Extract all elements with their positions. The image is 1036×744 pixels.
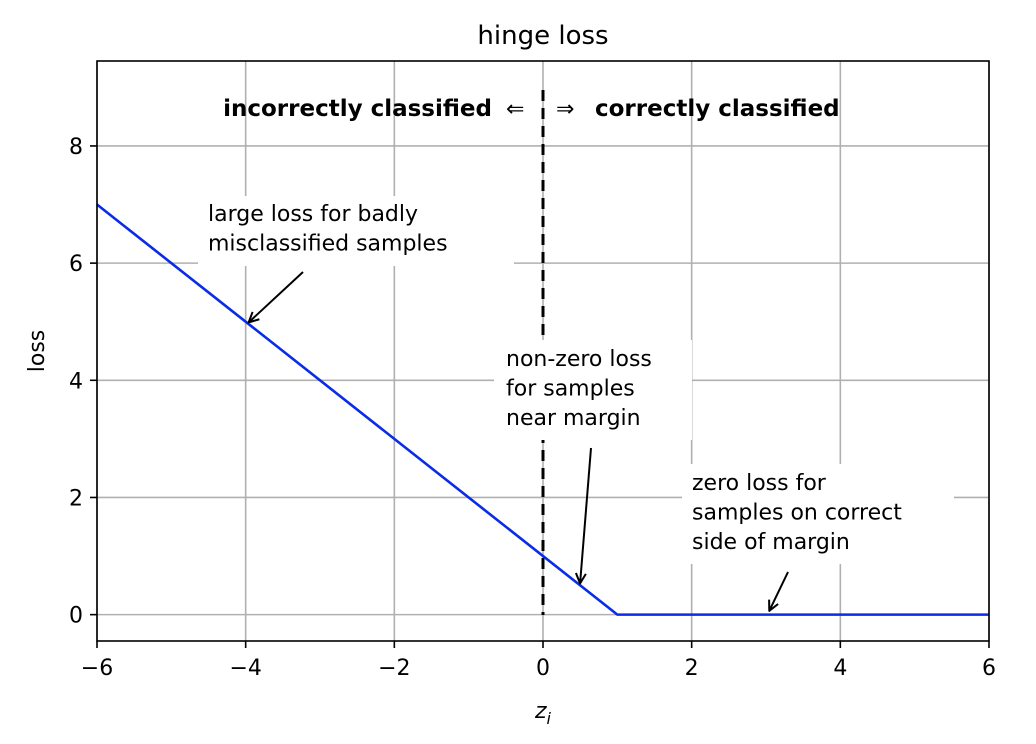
region-arrow-right: ⇒ — [556, 97, 574, 122]
axes-frame — [96, 60, 990, 642]
x-tick-label: −6 — [81, 656, 113, 681]
hinge-loss-line — [96, 203, 989, 616]
x-tick-label: 4 — [833, 656, 847, 681]
annotation-text-line: side of margin — [692, 530, 850, 555]
y-tick-label: 4 — [69, 369, 83, 394]
x-tick-label: −2 — [378, 656, 410, 681]
y-tick-label: 6 — [69, 252, 83, 277]
x-axis-label-main: z — [534, 699, 547, 724]
tick-labels: −6 −4 −2 0 2 4 6 0 2 4 6 8 — [69, 135, 996, 681]
annotation-2: non-zero loss for samples near margin — [494, 340, 692, 582]
x-tick-label: 2 — [685, 656, 699, 681]
region-labels: incorrectly classified ⇐ ⇒ correctly cla… — [223, 96, 840, 122]
x-axis-label-subscript: i — [547, 709, 552, 728]
y-tick-label: 8 — [69, 135, 83, 160]
y-tick-label: 2 — [69, 486, 83, 511]
annotation-text-line: large loss for badly — [208, 202, 418, 227]
annotation-text-line: for samples — [506, 377, 635, 402]
x-tick-label: −4 — [229, 656, 261, 681]
annotation-layer: large loss for badly misclassified sample… — [198, 196, 954, 610]
series-layer — [96, 203, 989, 616]
annotation-text-line: misclassified samples — [208, 232, 448, 257]
axes — [90, 60, 990, 648]
region-label-right: correctly classified — [595, 96, 840, 122]
x-tick-label: 0 — [536, 656, 550, 681]
annotation-text-line: non-zero loss — [506, 347, 652, 372]
annotation-1: large loss for badly misclassified sample… — [198, 196, 514, 322]
annotation-text-line: zero loss for — [692, 471, 827, 496]
y-axis-label: loss — [25, 330, 50, 373]
annotation-3: zero loss for samples on correct side of m… — [682, 464, 954, 610]
annotation-text: large loss for badly misclassified sample… — [208, 202, 448, 257]
annotation-arrow — [770, 571, 789, 610]
y-tick-label: 0 — [69, 604, 83, 629]
chart-title: hinge loss — [477, 21, 608, 51]
annotation-arrow — [580, 447, 592, 582]
annotation-text-line: near margin — [506, 406, 641, 431]
annotation-text-line: samples on correct — [692, 501, 902, 526]
region-label-left: incorrectly classified — [223, 96, 492, 122]
annotation-text: non-zero loss for samples near margin — [506, 347, 652, 431]
annotation-arrow — [249, 271, 304, 322]
x-axis-label: zi — [534, 699, 552, 728]
annotation-box — [198, 196, 514, 266]
region-arrow-left: ⇐ — [506, 97, 524, 122]
annotation-box — [682, 464, 954, 564]
annotation-text: zero loss for samples on correct side of m… — [692, 471, 902, 555]
x-tick-label: 6 — [982, 656, 996, 681]
annotation-box — [494, 340, 692, 440]
